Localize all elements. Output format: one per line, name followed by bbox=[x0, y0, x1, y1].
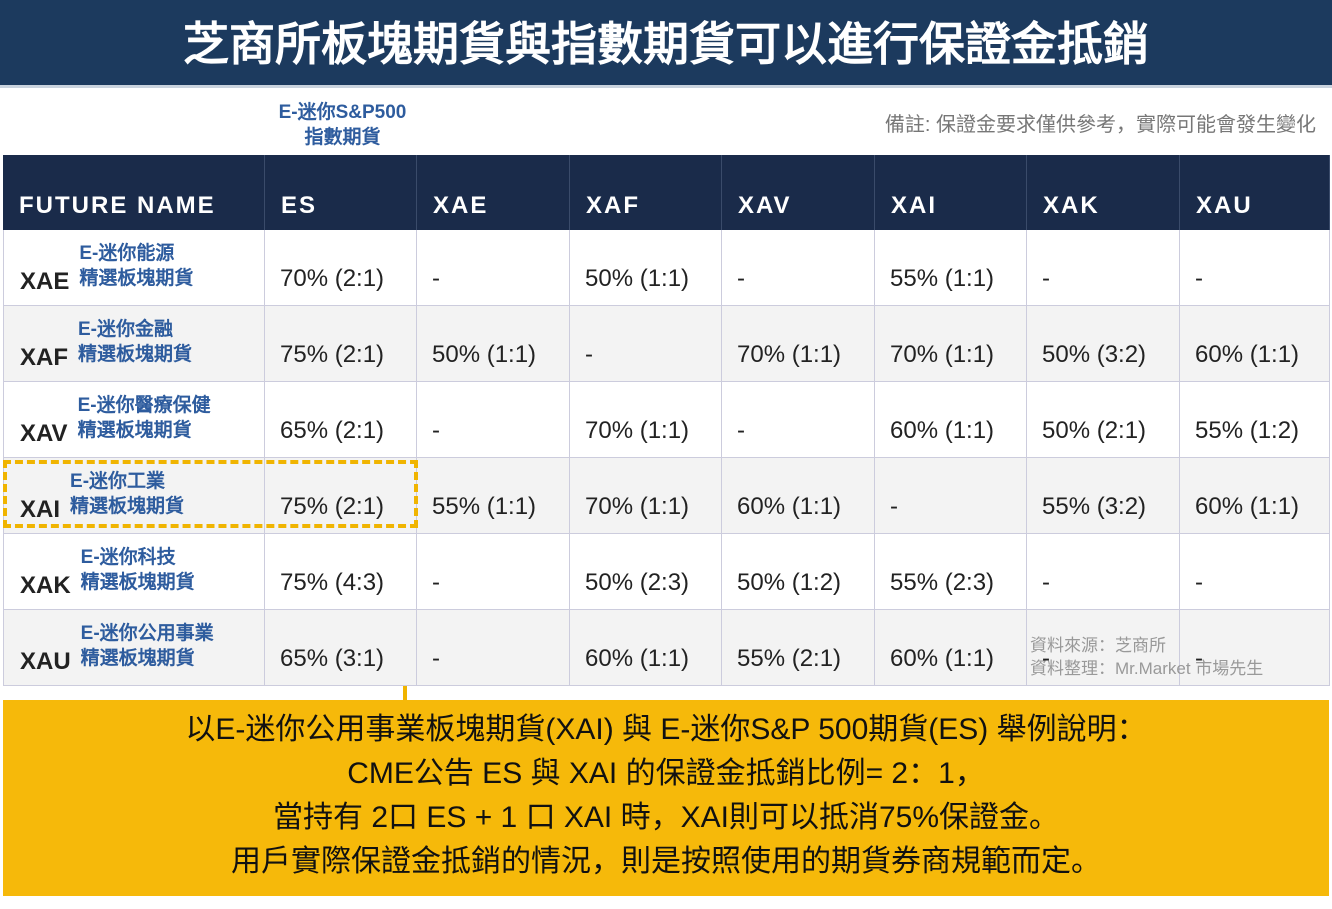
cell: - bbox=[722, 382, 875, 458]
row-name-line: 精選板塊期貨 bbox=[70, 495, 185, 517]
source: 資料來源：芝商所 資料整理：Mr.Market 市場先生 bbox=[1030, 634, 1263, 680]
row-header: XAE E-迷你能源 精選板塊期貨 bbox=[3, 230, 265, 306]
explanation-line: 當持有 2口 ES + 1 口 XAI 時，XAI則可以抵消75%保證金。 bbox=[272, 801, 1059, 834]
row-header: XAK E-迷你科技 精選板塊期貨 bbox=[3, 534, 265, 610]
row-name: E-迷你能源 精選板塊期貨 bbox=[79, 241, 193, 291]
title: 芝商所板塊期貨與指數期貨可以進行保證金抵銷 bbox=[0, 0, 1332, 88]
row-code: XAE bbox=[20, 267, 70, 295]
row-code: XAK bbox=[20, 571, 71, 599]
row-name-line: 精選板塊期貨 bbox=[80, 647, 195, 669]
row-name-line: E-迷你金融 bbox=[78, 318, 174, 340]
cell: 55% (1:2) bbox=[1180, 382, 1330, 458]
row-code: XAU bbox=[20, 647, 71, 675]
row-name-line: 精選板塊期貨 bbox=[77, 419, 192, 441]
highlight-box bbox=[3, 460, 418, 528]
row-name-line: 精選板塊期貨 bbox=[78, 343, 193, 365]
cell: 75% (2:1) bbox=[265, 306, 417, 382]
cell: 70% (1:1) bbox=[875, 306, 1027, 382]
row-name-line: E-迷你能源 bbox=[79, 242, 175, 264]
row-code: XAV bbox=[20, 419, 68, 447]
cell: - bbox=[1027, 610, 1180, 686]
header-cell: FUTURE NAME bbox=[3, 155, 265, 230]
explanation-line: 用戶實際保證金抵銷的情況，則是按照使用的期貨券商規範而定。 bbox=[231, 845, 1101, 878]
cell: 50% (3:2) bbox=[1027, 306, 1180, 382]
row-name-line: 精選板塊期貨 bbox=[80, 571, 195, 593]
row-header: XAU E-迷你公用事業 精選板塊期貨 bbox=[3, 610, 265, 686]
cell: 60% (1:1) bbox=[875, 382, 1027, 458]
cell: 60% (1:1) bbox=[722, 458, 875, 534]
cell: 60% (1:1) bbox=[1180, 458, 1330, 534]
row-name-line: E-迷你醫療保健 bbox=[77, 394, 211, 416]
explanation-line: CME公告 ES 與 XAI 的保證金抵銷比例= 2：1， bbox=[347, 757, 985, 790]
cell: 65% (2:1) bbox=[265, 382, 417, 458]
cell: 70% (2:1) bbox=[265, 230, 417, 306]
cell: 60% (1:1) bbox=[875, 610, 1027, 686]
row-name: E-迷你科技 精選板塊期貨 bbox=[81, 545, 195, 595]
cell: 65% (3:1) bbox=[265, 610, 417, 686]
explanation-line: 以E-迷你公用事業板塊期貨(XAI) 與 E-迷你S&P 500期貨(ES) 舉… bbox=[185, 713, 1147, 746]
row-name-line: 精選板塊期貨 bbox=[79, 267, 194, 289]
row-name-line: E-迷你科技 bbox=[80, 546, 176, 568]
header-cell: XAF bbox=[570, 155, 722, 230]
header-cell: ES bbox=[265, 155, 417, 230]
cell: 50% (1:1) bbox=[417, 306, 570, 382]
source-line: 資料整理：Mr.Market 市場先生 bbox=[1030, 659, 1264, 678]
row-header: XAI E-迷你工業 精選板塊期貨 bbox=[3, 458, 265, 534]
cell: - bbox=[417, 534, 570, 610]
cell: 70% (1:1) bbox=[570, 382, 722, 458]
source-line: 資料來源：芝商所 bbox=[1030, 636, 1166, 655]
cell: - bbox=[1180, 230, 1330, 306]
cell: - bbox=[417, 230, 570, 306]
cell: - bbox=[570, 306, 722, 382]
row-code: XAF bbox=[20, 343, 68, 371]
cell: 60% (1:1) bbox=[1180, 306, 1330, 382]
cell: 50% (1:1) bbox=[570, 230, 722, 306]
header-cell: XAU bbox=[1180, 155, 1330, 230]
note: 備註: 保證金要求僅供參考，實際可能會發生變化 bbox=[884, 114, 1316, 136]
cell: 55% (1:1) bbox=[875, 230, 1027, 306]
cell: 55% (2:3) bbox=[875, 534, 1027, 610]
cell: - bbox=[1027, 534, 1180, 610]
cell: 55% (3:2) bbox=[1027, 458, 1180, 534]
cell: - bbox=[417, 382, 570, 458]
row-name: E-迷你工業 精選板塊期貨 bbox=[70, 469, 184, 519]
es-label-line: E-迷你S&P500 bbox=[278, 102, 407, 123]
header-cell: XAE bbox=[417, 155, 570, 230]
header-cell: XAI bbox=[875, 155, 1027, 230]
row-header: XAF E-迷你金融 精選板塊期貨 bbox=[3, 306, 265, 382]
cell: 55% (2:1) bbox=[722, 610, 875, 686]
cell: - bbox=[1027, 230, 1180, 306]
row-header: XAV E-迷你醫療保健 精選板塊期貨 bbox=[3, 382, 265, 458]
cell: 55% (1:1) bbox=[417, 458, 570, 534]
row-name: E-迷你公用事業 精選板塊期貨 bbox=[81, 621, 214, 671]
header-cell: XAV bbox=[722, 155, 875, 230]
cell: 60% (1:1) bbox=[570, 610, 722, 686]
cell: - bbox=[1180, 610, 1330, 686]
cell: 50% (1:2) bbox=[722, 534, 875, 610]
cell: 75% (4:3) bbox=[265, 534, 417, 610]
explanation-box: 以E-迷你公用事業板塊期貨(XAI) 與 E-迷你S&P 500期貨(ES) 舉… bbox=[3, 700, 1329, 896]
row-name-line: E-迷你工業 bbox=[70, 470, 166, 492]
cell: - bbox=[417, 610, 570, 686]
cell: - bbox=[875, 458, 1027, 534]
cell: 70% (1:1) bbox=[722, 306, 875, 382]
row-name: E-迷你醫療保健 精選板塊期貨 bbox=[78, 393, 211, 443]
header-cell: XAK bbox=[1027, 155, 1180, 230]
row-code: XAI bbox=[20, 495, 61, 523]
row-name: E-迷你金融 精選板塊期貨 bbox=[78, 317, 192, 367]
row-name-line: E-迷你公用事業 bbox=[80, 622, 214, 644]
cell: 50% (2:1) bbox=[1027, 382, 1180, 458]
cell: 50% (2:3) bbox=[570, 534, 722, 610]
cell: - bbox=[1180, 534, 1330, 610]
cell: 75% (2:1) bbox=[265, 458, 417, 534]
cell: - bbox=[722, 230, 875, 306]
cell: 70% (1:1) bbox=[570, 458, 722, 534]
es-label: E-迷你S&P500 指數期貨 bbox=[255, 100, 430, 150]
es-label-line: 指數期貨 bbox=[304, 127, 381, 148]
